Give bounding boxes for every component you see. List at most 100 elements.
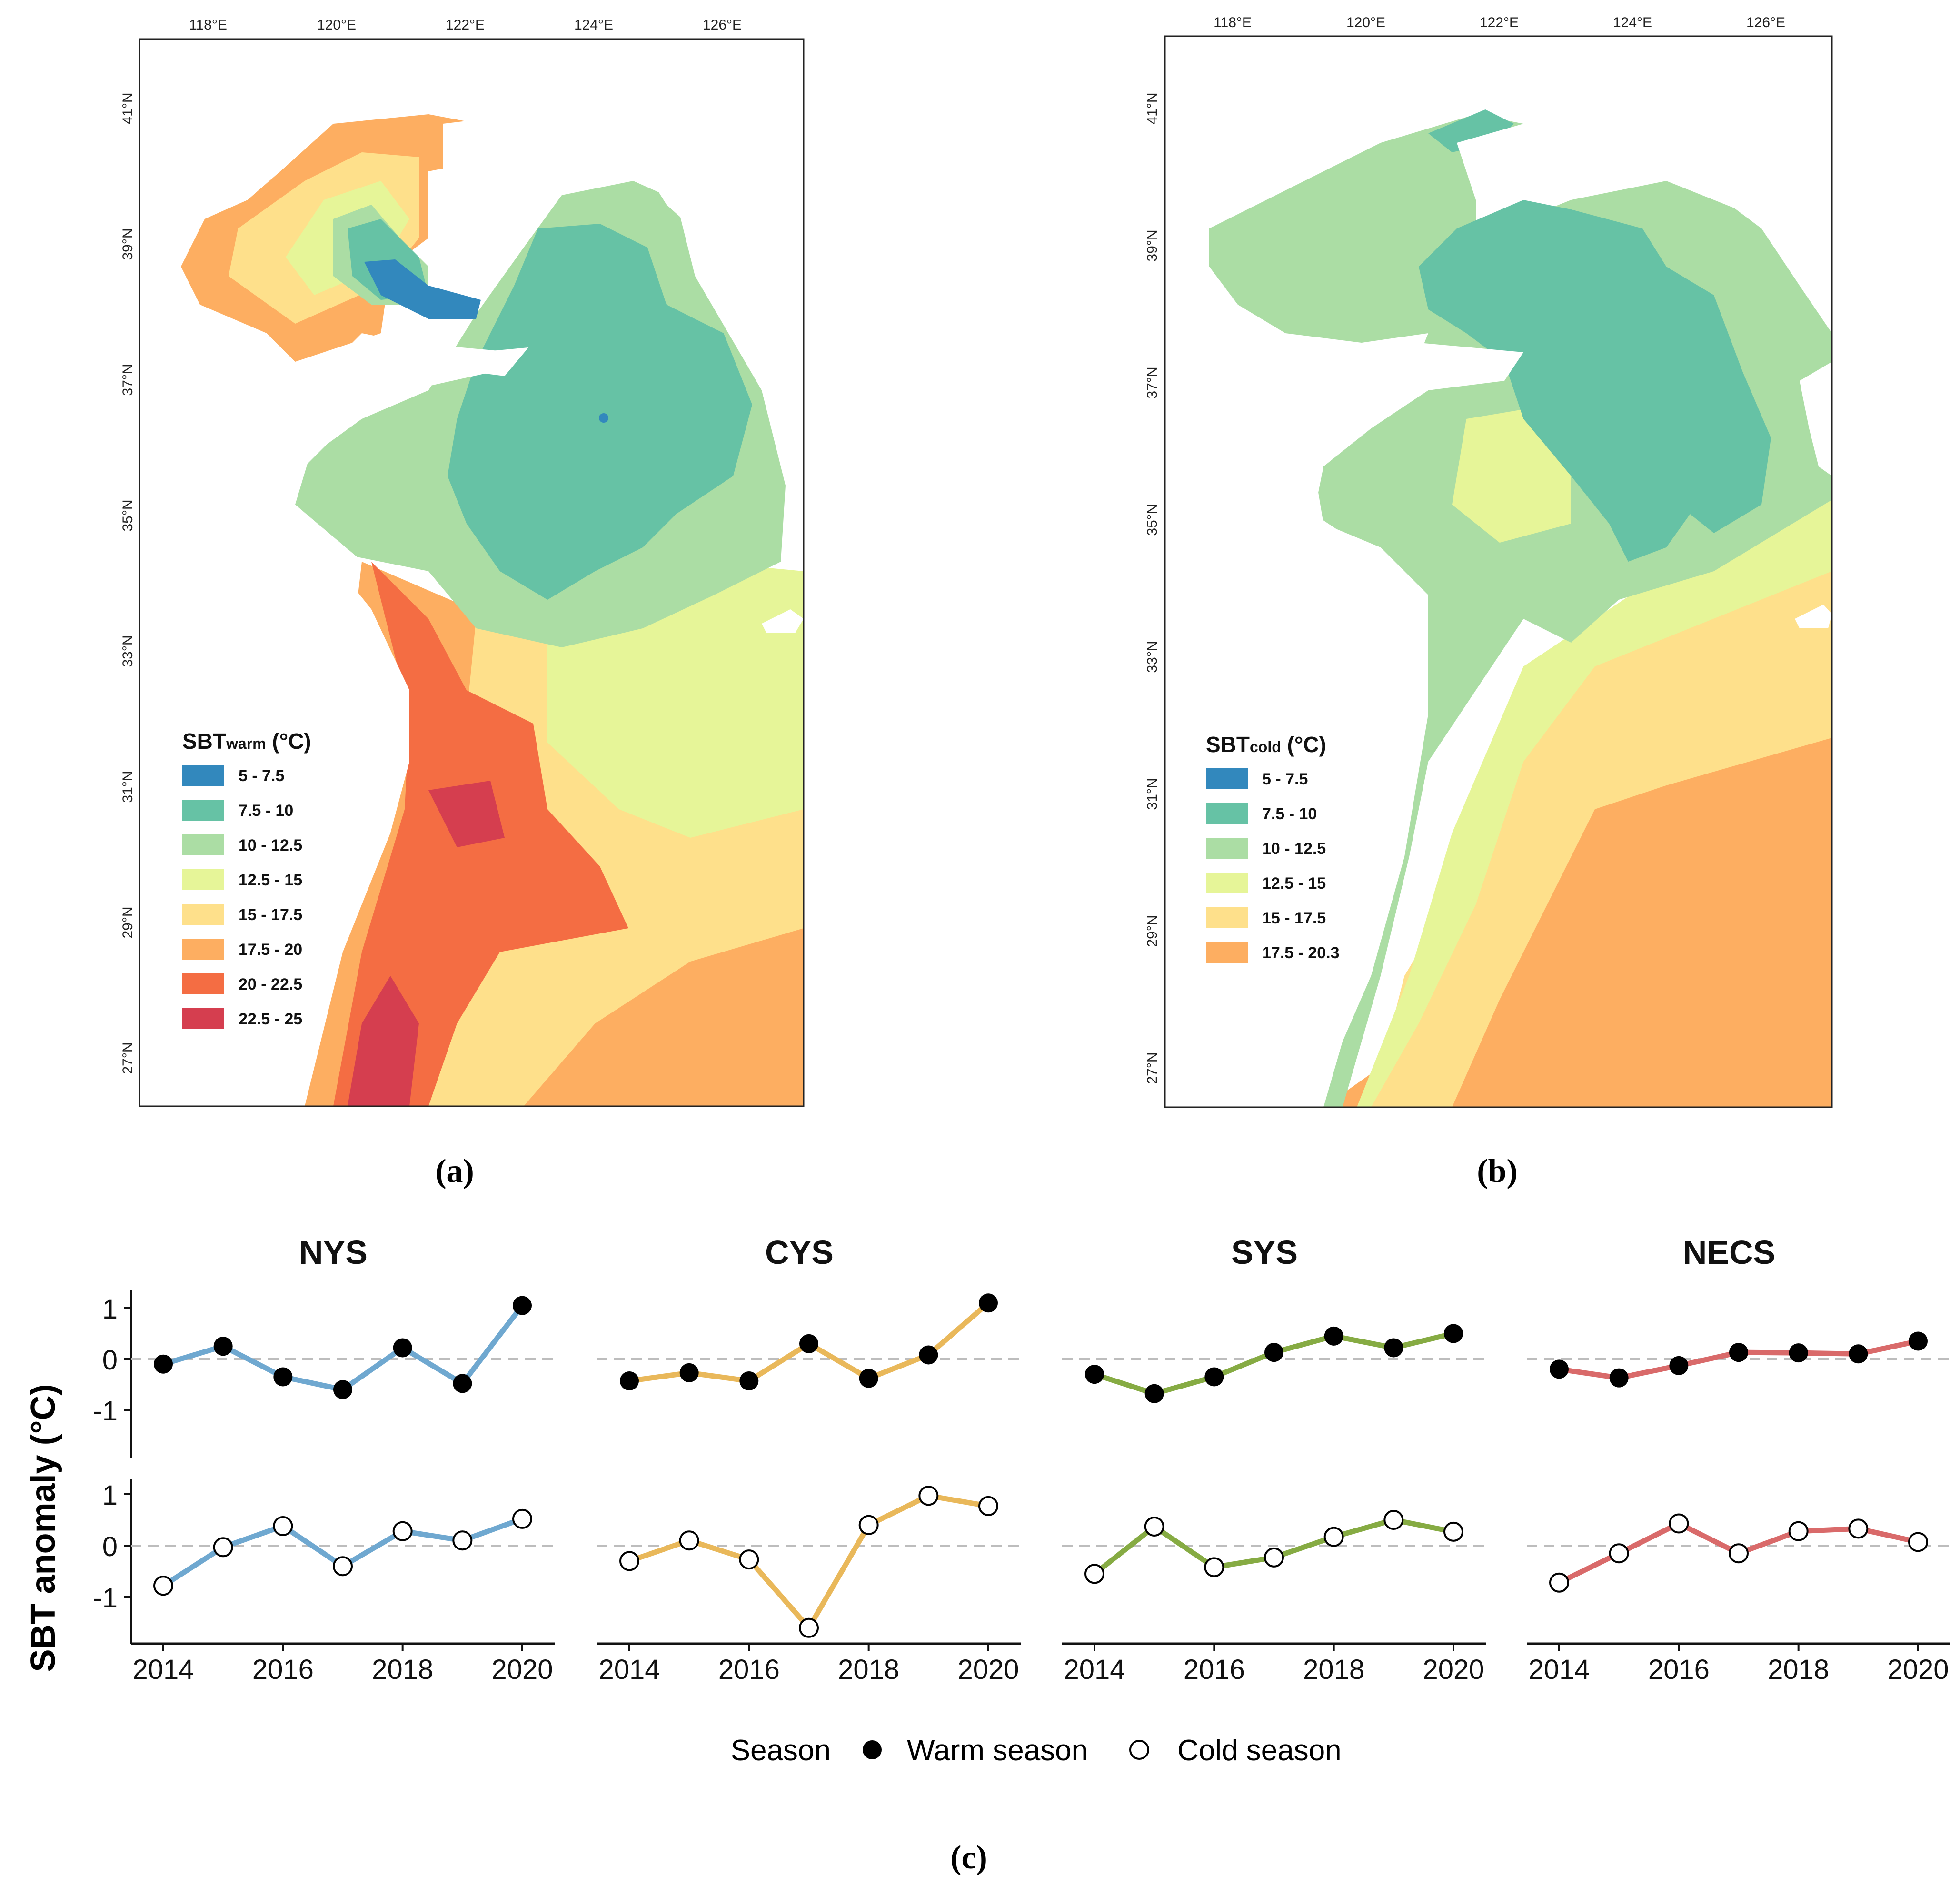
legend-label: 5 - 7.5 [239,767,284,785]
x-tick-label: 2016 [252,1654,314,1685]
panel-sys: SYS 2014 2016 2018 2020 [1062,1234,1486,1685]
x-tick-label: 2018 [838,1654,899,1685]
legend-label: 15 - 17.5 [239,906,302,924]
panel-title: CYS [765,1234,834,1271]
legend-title-main: SBT [1206,732,1250,757]
y-tick-label: 0 [102,1345,118,1376]
legend-swatch [182,904,224,925]
cold-point [1443,1521,1463,1542]
x-tick-label: 2018 [1303,1654,1364,1685]
legend-label: 12.5 - 15 [239,871,302,889]
x-tick-label: 2014 [1064,1654,1125,1685]
legend-swatch [1206,803,1248,824]
warm-point [1264,1343,1283,1362]
legend-swatch [182,834,224,855]
legend-title-unit: (°C) [1281,732,1326,757]
cold-point [1144,1517,1164,1537]
map-a: 118°E 120°E 122°E 124°E 126°E 41°N 39°N 37°N 35… [120,17,805,1190]
legend-swatch [1206,873,1248,893]
panel-c-caption: (c) [950,1839,987,1876]
cold-point [1383,1510,1404,1530]
x-tick-label: 2014 [598,1654,660,1685]
panel-title: SYS [1231,1234,1298,1271]
lat-label: 27°N [120,1042,136,1074]
legend-title-sub: warm [226,735,266,752]
panel-title: NECS [1683,1234,1775,1271]
map-a-contours [139,39,804,1106]
warm-point [799,1334,818,1353]
legend-cold-marker [1129,1740,1149,1760]
x-tick-label: 2020 [491,1654,553,1685]
legend-swatch [182,973,224,994]
lat-label: 35°N [1144,504,1160,536]
legend-label: 7.5 - 10 [1262,805,1317,823]
cold-point [273,1516,293,1536]
warm-point [1789,1343,1808,1363]
legend-label: 20 - 22.5 [239,975,302,993]
map-b-legend: SBTcold (°C) 5 - 7.5 7.5 - 10 10 - 12.5 12.5… [1206,732,1340,963]
legend-title-sub: cold [1250,738,1281,755]
panel-title: NYS [299,1234,368,1271]
lat-label: 39°N [1144,229,1160,261]
warm-point [1085,1365,1104,1384]
legend-warm-marker [863,1740,882,1759]
map-b: 118°E 120°E 122°E 124°E 126°E 41°N 39°N 37°N 35… [1144,15,1833,1190]
map-b-land-jeju [1795,605,1832,628]
lat-label: 33°N [1144,641,1160,673]
warm-point [1609,1368,1629,1388]
legend-label: 17.5 - 20 [239,941,302,959]
legend-label: 22.5 - 25 [239,1010,302,1028]
lon-label: 124°E [1613,15,1652,30]
cold-point [1848,1518,1869,1539]
cold-point [1264,1547,1284,1568]
warm-point [1909,1331,1928,1351]
map-a-region-teal [448,224,752,600]
legend-swatch [182,1008,224,1029]
lon-label: 120°E [317,17,356,33]
legend-swatch [182,800,224,821]
map-a-region-crimson [348,976,419,1106]
y-tick-label: -1 [93,1396,118,1427]
cold-point [1908,1532,1928,1552]
season-legend: Season Warm season Cold season [731,1734,1342,1767]
panel-necs: NECS 2014 2016 2018 2020 [1527,1234,1950,1685]
lat-label: 33°N [120,635,136,667]
warm-point [453,1374,472,1393]
x-tick-label: 2016 [1184,1654,1245,1685]
y-tick-label: 0 [102,1531,118,1562]
map-b-region-light-yellow [1371,547,1832,1107]
lat-label: 37°N [1144,367,1160,398]
cold-series-line [627,1493,991,1631]
lat-label: 37°N [120,364,136,396]
legend-swatch [182,765,224,786]
legend-swatch [1206,838,1248,859]
warm-point [679,1363,699,1382]
cold-point [392,1521,413,1541]
warm-point [333,1380,352,1399]
panel-cys: CYS 2014 2016 2018 2020 [597,1234,1021,1685]
map-a-legend: SBTwarm (°C) 5 - 7.5 7.5 - 10 10 - 12.5 12.5… [182,729,311,1029]
map-a-frame [139,38,805,1107]
panel-nys: NYS 1 0 -1 1 0 -1 2014 2016 2018 2020 [93,1234,555,1685]
map-a-land-west [139,267,514,1106]
cold-point [1549,1572,1569,1593]
map-b-frame [1164,35,1833,1108]
warm-point [1729,1343,1748,1362]
cold-point [1788,1521,1809,1541]
map-b-land-korea [1800,362,1832,476]
warm-point [393,1338,412,1358]
cold-point [858,1515,879,1535]
x-tick-label: 2018 [1768,1654,1829,1685]
map-a-land-jeju [762,609,804,633]
warm-point [979,1293,998,1313]
legend-label: 7.5 - 10 [239,802,293,820]
lon-label: 118°E [1214,15,1252,30]
lat-label: 29°N [120,906,136,938]
warm-point [1550,1359,1569,1379]
cold-point [799,1617,819,1638]
lat-label: 41°N [120,92,136,124]
warm-point [213,1337,233,1356]
map-a-land-north [139,39,804,286]
cold-point [978,1496,998,1516]
